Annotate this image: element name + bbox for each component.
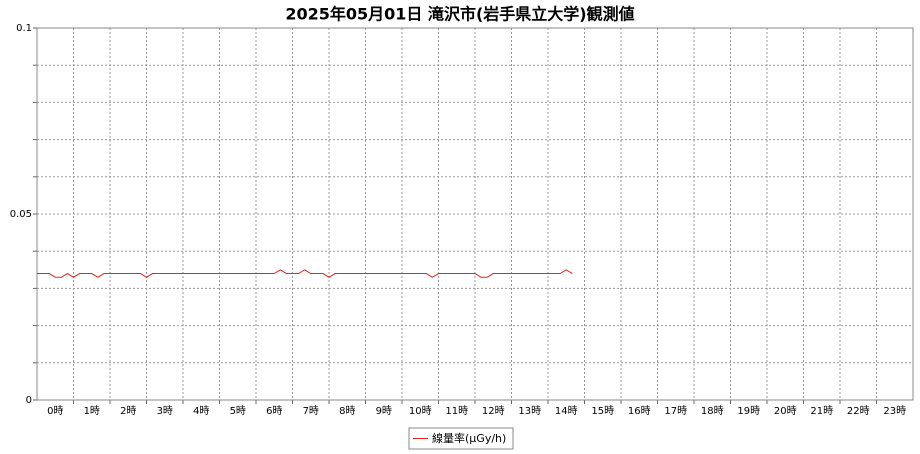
x-tick-label: 12時	[482, 405, 505, 417]
x-tick-label: 6時	[266, 405, 282, 417]
x-tick-label: 16時	[628, 405, 651, 417]
x-tick-label: 21時	[810, 405, 833, 417]
x-tick-label: 5時	[230, 405, 246, 417]
x-tick-label: 3時	[157, 405, 173, 417]
data-line	[37, 269, 573, 278]
legend	[408, 427, 514, 450]
y-tick-label: 0.1	[16, 23, 32, 34]
y-tick-label: 0	[26, 395, 32, 406]
x-tick-label: 10時	[409, 405, 432, 417]
x-tick-label: 13時	[518, 405, 541, 417]
x-tick-label: 2時	[120, 405, 136, 417]
x-tick-label: 20時	[774, 405, 797, 417]
y-tick-label: 0.05	[10, 209, 32, 220]
x-tick-label: 14時	[555, 405, 578, 417]
chart-title: 2025年05月01日 滝沢市(岩手県立大学)観測値	[285, 5, 634, 24]
x-tick-label: 15時	[591, 405, 614, 417]
x-tick-label: 17時	[664, 405, 687, 417]
x-tick-label: 1時	[84, 405, 100, 417]
legend-label: 線量率(μGy/h)	[432, 431, 506, 445]
x-tick-label: 8時	[339, 405, 355, 417]
x-tick-label: 23時	[883, 405, 906, 417]
x-tick-label: 9時	[376, 405, 392, 417]
x-tick-label: 22時	[847, 405, 870, 417]
x-tick-label: 11時	[445, 405, 468, 417]
x-tick-label: 0時	[47, 405, 63, 417]
x-tick-label: 19時	[737, 405, 760, 417]
legend-box	[408, 427, 514, 450]
x-tick-label: 7時	[303, 405, 319, 417]
x-tick-label: 18時	[701, 405, 724, 417]
x-tick-label: 4時	[193, 405, 209, 417]
